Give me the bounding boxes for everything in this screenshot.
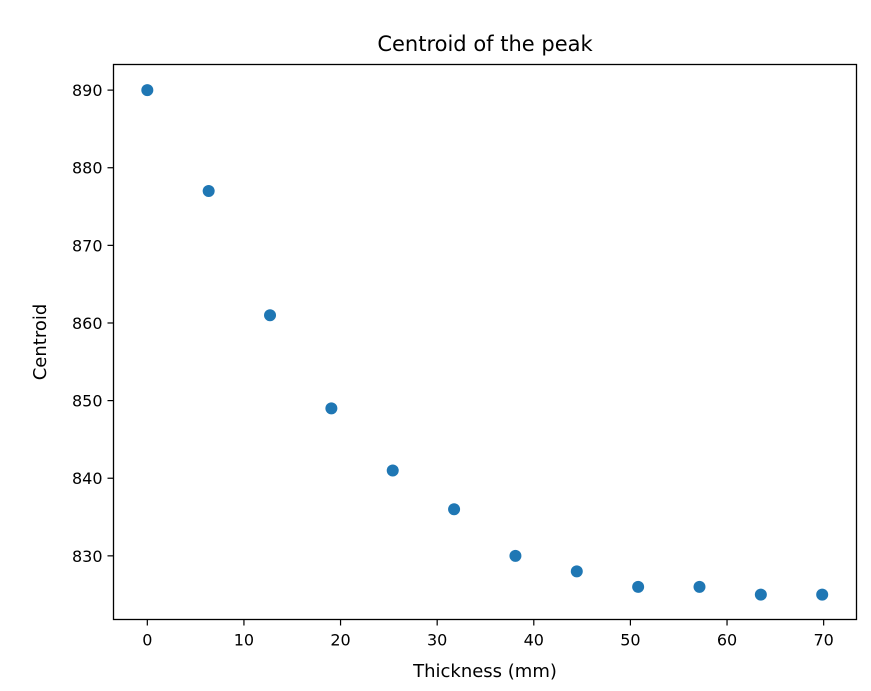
data-point <box>570 565 583 578</box>
x-tick-label: 60 <box>717 631 737 650</box>
y-tick-label: 890 <box>72 81 103 100</box>
y-tick-label: 830 <box>72 547 103 566</box>
x-tick-label: 30 <box>427 631 447 650</box>
x-tick-label: 70 <box>813 631 833 650</box>
x-tick-label: 10 <box>234 631 254 650</box>
data-point <box>754 588 767 601</box>
data-point <box>141 84 154 97</box>
data-point <box>509 549 522 562</box>
x-tick-label: 50 <box>620 631 640 650</box>
y-tick-label: 870 <box>72 236 103 255</box>
data-points <box>141 84 829 601</box>
y-tick-label: 840 <box>72 469 103 488</box>
y-tick-label: 880 <box>72 159 103 178</box>
plot-area-frame <box>112 63 858 621</box>
x-axis-ticks: 0 10 20 30 40 50 60 70 <box>142 619 834 650</box>
x-tick-label: 20 <box>330 631 350 650</box>
chart-title: Centroid of the peak <box>377 32 593 56</box>
data-point <box>386 464 399 477</box>
data-point <box>448 503 461 516</box>
y-tick-label: 860 <box>72 314 103 333</box>
y-axis-ticks: 830 840 850 860 870 880 890 <box>72 81 114 566</box>
data-point <box>693 580 706 593</box>
data-point <box>325 402 338 415</box>
data-point <box>816 588 829 601</box>
x-axis-label: Thickness (mm) <box>412 661 557 682</box>
data-point <box>202 185 215 198</box>
data-point <box>264 309 277 322</box>
x-tick-label: 0 <box>142 631 152 650</box>
x-tick-label: 40 <box>524 631 544 650</box>
y-axis-label: Centroid <box>30 304 51 381</box>
y-tick-label: 850 <box>72 392 103 411</box>
data-point <box>632 580 645 593</box>
